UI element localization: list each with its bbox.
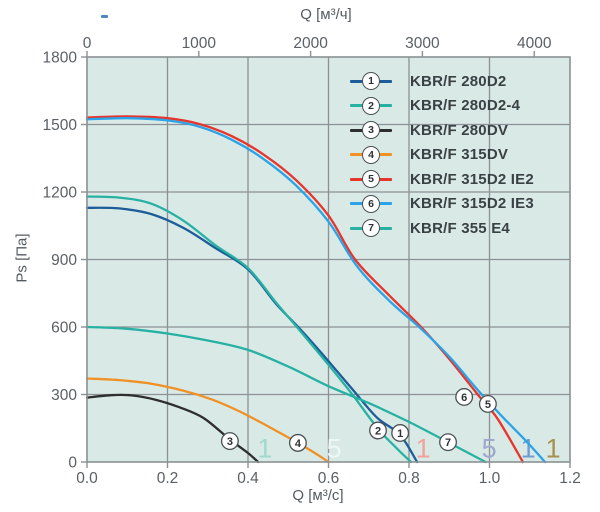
legend-item: 1 KBR/F 280D2: [350, 69, 534, 94]
legend-label: KBR/F 315D2 IE2: [410, 170, 534, 188]
legend-line-swatch: 2: [350, 96, 392, 115]
curve-marker-4: [288, 433, 307, 452]
x-axis-tick-label: 0.2: [157, 470, 179, 487]
x-axis-tick-label: 0.0: [76, 470, 98, 487]
curve-marker-label-2: 2: [375, 425, 381, 437]
top-axis-tick-label: 4000: [517, 35, 552, 52]
y-axis-tick-label: 1800: [43, 49, 78, 66]
watermark-digit: 1: [416, 434, 431, 464]
top-axis-tick-label: 3000: [405, 35, 440, 52]
y-axis-tick-label: 1200: [43, 184, 78, 201]
curve-marker-6: [455, 388, 474, 406]
curve-marker-3: [220, 432, 239, 451]
legend-number-badge: 7: [362, 219, 380, 238]
watermark-digit: 1: [521, 434, 536, 464]
x-axis-tick-label: 1.2: [559, 470, 581, 487]
top-axis-tick-label: 2000: [293, 35, 328, 52]
legend-item: 7 KBR/F 355 E4: [350, 216, 534, 241]
y-axis-tick-label: 1500: [43, 117, 78, 134]
legend-number-badge: 6: [362, 194, 380, 213]
watermark-digit: 1: [257, 434, 272, 464]
legend-item: 4 KBR/F 315DV: [350, 143, 534, 168]
legend-item: 6 KBR/F 315D2 IE3: [350, 192, 534, 217]
x-axis-tick-label: 0.6: [318, 470, 340, 487]
curve-marker-label-4: 4: [295, 438, 302, 450]
watermark-digit: 1: [546, 434, 561, 464]
legend-label: KBR/F 280D2-4: [410, 97, 521, 115]
legend-label: KBR/F 280DV: [410, 121, 509, 139]
top-axis-tick-label: 0: [83, 35, 92, 52]
curve-marker-label-7: 7: [445, 437, 451, 449]
series-curve-3: [85, 393, 260, 464]
series-curve-4: [85, 377, 330, 464]
watermark-digit: 5: [482, 434, 497, 464]
curve-marker-label-5: 5: [485, 399, 491, 411]
curve-marker-label-6: 6: [461, 392, 467, 404]
legend-number-badge: 4: [362, 145, 380, 164]
legend-line-swatch: 6: [350, 194, 392, 213]
y-axis-tick-label: 900: [51, 252, 77, 269]
x-axis-tick-label: 0.4: [237, 470, 259, 487]
legend-line-swatch: 1: [350, 72, 392, 91]
legend-label: KBR/F 355 E4: [410, 219, 510, 237]
top-axis-tick-label: 1000: [182, 35, 217, 52]
y-axis-tick-label: 0: [68, 454, 77, 471]
y-axis-tick-label: 300: [51, 387, 77, 404]
legend-number-badge: 3: [362, 121, 380, 140]
series-curve-5: [85, 115, 525, 464]
watermark-digit: 5: [327, 434, 342, 464]
legend-line-swatch: 4: [350, 145, 392, 164]
y-axis-title: Ps [Па]: [13, 233, 31, 283]
x-axis-tick-label: 1.0: [479, 470, 501, 487]
legend-line-swatch: 7: [350, 219, 392, 238]
legend: 1 KBR/F 280D2 2 KBR/F 280D2-4 3 KBR/F 280DV 4 K…: [350, 69, 534, 241]
top-axis-title: Q [м³/ч]: [300, 6, 352, 23]
legend-item: 5 KBR/F 315D2 IE2: [350, 167, 534, 192]
legend-item: 3 KBR/F 280DV: [350, 118, 534, 143]
artifact-dash: [101, 15, 108, 18]
legend-number-badge: 1: [362, 72, 380, 91]
legend-label: KBR/F 315DV: [410, 146, 509, 164]
curve-marker-1: [391, 424, 410, 442]
legend-number-badge: 5: [362, 170, 380, 189]
curve-marker-7: [439, 433, 457, 452]
legend-item: 2 KBR/F 280D2-4: [350, 94, 534, 119]
bottom-axis-title: Q [м³/с]: [292, 487, 344, 504]
legend-number-badge: 2: [362, 96, 380, 115]
curve-marker-2: [369, 421, 387, 440]
x-axis-tick-label: 0.8: [398, 470, 420, 487]
curve-marker-label-3: 3: [227, 436, 233, 448]
legend-line-swatch: 3: [350, 121, 392, 140]
y-axis-tick-label: 600: [51, 319, 77, 336]
legend-label: KBR/F 280D2: [410, 72, 507, 90]
curve-marker-5: [478, 395, 497, 413]
series-curve-7: [85, 325, 487, 464]
legend-label: KBR/F 315D2 IE3: [410, 195, 534, 213]
legend-line-swatch: 5: [350, 170, 392, 189]
curve-marker-label-1: 1: [397, 428, 403, 440]
